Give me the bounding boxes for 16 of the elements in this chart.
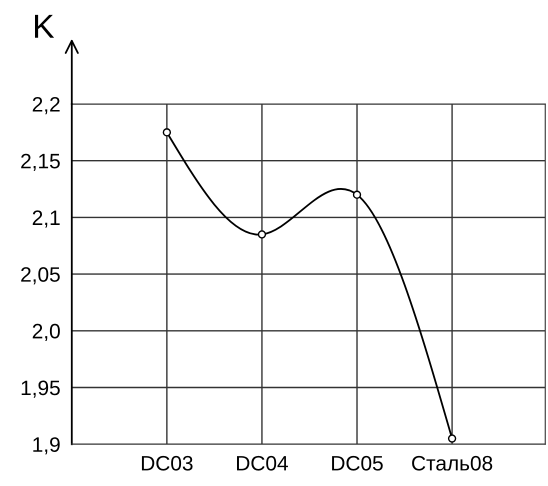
point [352, 190, 362, 199]
y-tick-label: 1,95 [22, 380, 60, 398]
x-tick-label: DC04 [237, 456, 288, 471]
point [258, 230, 266, 239]
x-tick-label: DC05 [332, 456, 383, 471]
x-tick-label: DC03 [142, 456, 193, 471]
y-tick-label: 2,15 [21, 154, 60, 171]
y-tick-label: 1,9 [33, 437, 60, 454]
point [162, 128, 172, 137]
y-tick-label: 2,05 [21, 267, 60, 284]
x-tick-label: Сталь08 [412, 456, 492, 471]
y-tick-label: 2,2 [32, 97, 60, 114]
y-axis-title: K [34, 14, 54, 38]
point [448, 434, 456, 443]
y-tick-label: 2,0 [32, 324, 60, 342]
y-tick-label: 2,1 [32, 210, 60, 228]
